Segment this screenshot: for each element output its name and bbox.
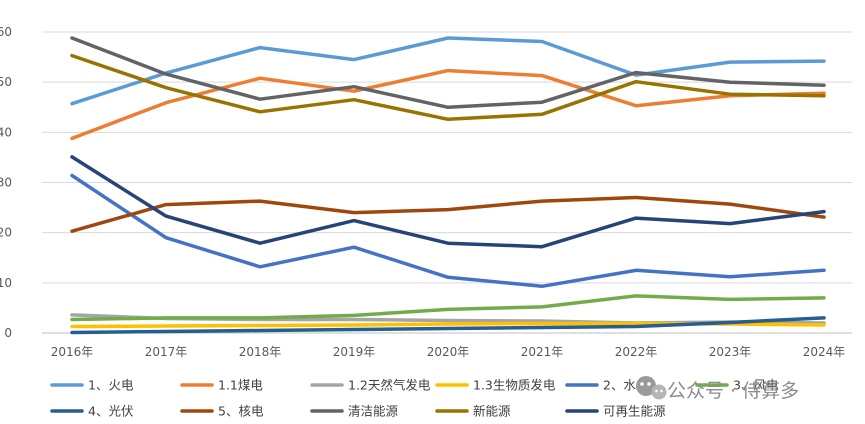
y-tick-label: 60 — [0, 25, 12, 39]
watermark-text: 公众号 · 侍算多 — [667, 380, 799, 402]
x-tick-label: 2024年 — [803, 345, 846, 359]
legend-item-2: 1.2天然气发电 — [310, 378, 431, 393]
legend-label: 3、风电 — [733, 378, 779, 393]
x-tick-label: 2017年 — [145, 345, 188, 359]
legend-label: 1.2天然气发电 — [348, 378, 431, 393]
y-axis: 0 10 20 30 40 50 60 — [0, 25, 12, 340]
watermark: 公众号 · 侍算多 — [636, 376, 799, 402]
wechat-icon — [636, 376, 667, 400]
series-line-9 — [70, 53, 826, 122]
series-lines — [70, 36, 826, 335]
legend-item-7: 5、核电 — [180, 404, 264, 419]
legend-item-3: 1.3生物质发电 — [435, 378, 556, 393]
series-line-7 — [70, 195, 826, 233]
legend-label: 1、火电 — [88, 378, 134, 393]
legend-label: 新能源 — [473, 404, 511, 419]
legend-label: 1.1煤电 — [218, 378, 263, 393]
y-tick-label: 20 — [0, 226, 12, 240]
series-line-0 — [70, 36, 826, 106]
x-tick-label: 2016年 — [51, 345, 94, 359]
grid-lines — [42, 31, 852, 334]
x-tick-label: 2022年 — [615, 345, 658, 359]
x-axis: 2016年 2017年 2018年 2019年 2020年 2021年 2022年 2023年… — [51, 345, 846, 359]
x-tick-label: 2021年 — [521, 345, 564, 359]
legend-item-0: 1、火电 — [50, 378, 134, 393]
y-tick-label: 50 — [0, 75, 12, 89]
legend-label: 可再生能源 — [603, 404, 666, 419]
legend-item-9: 新能源 — [435, 404, 511, 419]
legend-label: 4、光伏 — [88, 404, 134, 419]
legend-item-5: 3、风电 — [695, 378, 779, 393]
y-tick-label: 30 — [0, 176, 12, 190]
y-tick-label: 10 — [0, 276, 12, 290]
legend-label: 1.3生物质发电 — [473, 378, 556, 393]
y-tick-label: 0 — [4, 326, 12, 340]
legend-item-10: 可再生能源 — [565, 404, 666, 419]
series-line-10 — [70, 155, 826, 249]
series-line-8 — [70, 36, 826, 110]
legend-item-1: 1.1煤电 — [180, 378, 263, 393]
x-tick-label: 2018年 — [239, 345, 282, 359]
legend-label: 5、核电 — [218, 404, 264, 419]
x-tick-label: 2023年 — [709, 345, 752, 359]
x-tick-label: 2020年 — [427, 345, 470, 359]
y-tick-label: 40 — [0, 125, 12, 139]
legend-item-8: 清洁能源 — [310, 404, 399, 419]
x-tick-label: 2019年 — [333, 345, 376, 359]
legend-label: 清洁能源 — [348, 404, 399, 419]
series-line-6 — [70, 316, 826, 335]
legend-item-6: 4、光伏 — [50, 404, 134, 419]
series-line-5 — [70, 294, 826, 322]
series-line-4 — [70, 173, 826, 289]
